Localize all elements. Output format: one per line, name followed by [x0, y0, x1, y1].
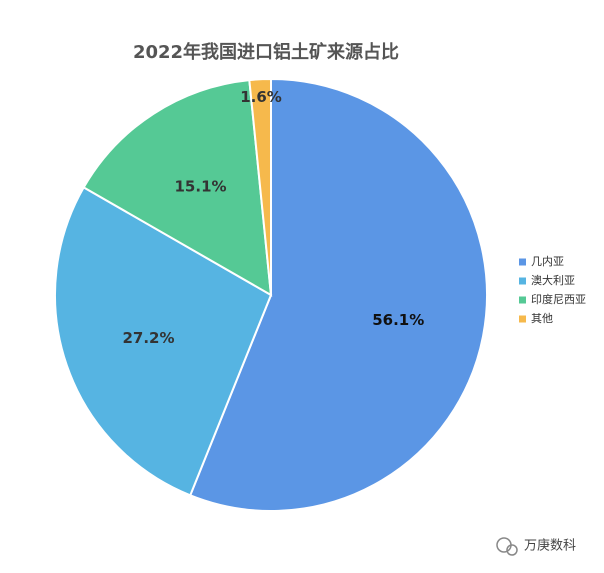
legend-swatch — [519, 315, 526, 323]
legend-swatch — [519, 296, 526, 304]
legend-swatch — [519, 277, 526, 285]
data-label: 15.1% — [175, 178, 227, 196]
pie-slice — [188, 77, 488, 512]
legend-label: 其他 — [531, 312, 553, 325]
data-label: 1.6% — [240, 88, 282, 106]
legend-label: 印度尼西亚 — [531, 292, 586, 306]
chart-title: 2022年我国进口铝土矿来源占比 — [133, 41, 399, 63]
legend-label: 澳大利亚 — [531, 273, 575, 287]
pie-slice — [82, 78, 273, 297]
legend-swatch — [519, 258, 526, 266]
watermark: 万庚数科 — [524, 538, 576, 554]
legend-label: 几内亚 — [531, 254, 564, 268]
data-label: 56.1% — [372, 311, 424, 329]
watermark-icon — [496, 537, 518, 556]
data-label: 27.2% — [122, 329, 174, 347]
pie-slice — [248, 77, 272, 296]
